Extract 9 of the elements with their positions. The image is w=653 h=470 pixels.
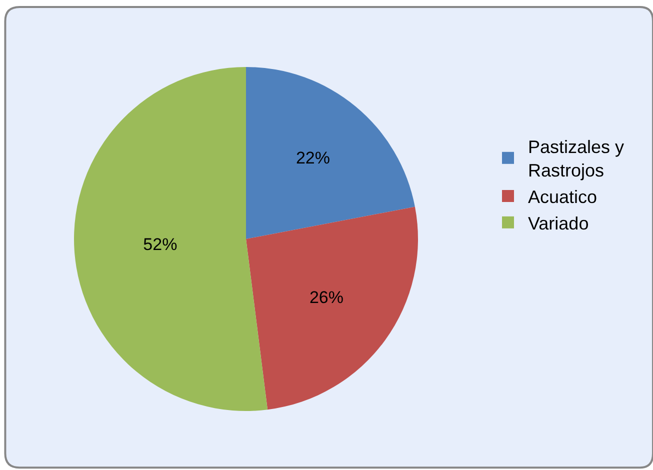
legend-label: Acuatico: [528, 187, 598, 208]
legend-label: Pastizales y Rastrojos: [528, 137, 624, 181]
data-label: 52%: [143, 234, 178, 254]
data-label: 26%: [309, 288, 344, 307]
pie-slice: [246, 67, 415, 239]
pie-slice: [246, 206, 418, 410]
pie-slice: [74, 67, 268, 411]
legend-label: Variado: [528, 213, 589, 234]
data-label: 22%: [296, 148, 330, 168]
